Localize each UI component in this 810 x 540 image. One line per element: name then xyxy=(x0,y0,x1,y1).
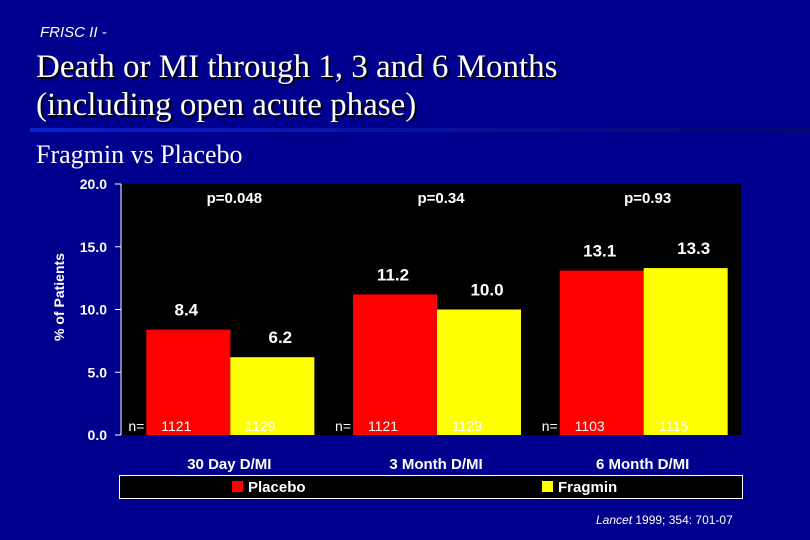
source-journal: Lancet xyxy=(596,513,633,527)
y-tick-label: 0.0 xyxy=(88,427,108,443)
chart-legend: Placebo Fragmin xyxy=(119,475,743,499)
bar-placebo xyxy=(559,270,644,435)
bar-value-label: 13.1 xyxy=(583,242,616,261)
y-tick-label: 15.0 xyxy=(80,239,107,255)
title-line-1: Death or MI through 1, 3 and 6 Months xyxy=(36,49,558,85)
p-value-label: p=0.048 xyxy=(207,190,262,207)
bar-value-label: 13.3 xyxy=(677,239,710,258)
n-prefix-label: n= xyxy=(542,418,558,434)
bar-value-label: 6.2 xyxy=(269,328,293,347)
bar-placebo xyxy=(353,294,437,435)
n-count-label: 1129 xyxy=(452,418,482,434)
n-count-label: 1103 xyxy=(575,418,605,434)
legend-label-fragmin: Fragmin xyxy=(558,479,618,496)
x-category-label: 6 Month D/MI xyxy=(596,456,689,473)
n-count-label: 1115 xyxy=(659,418,688,434)
bar-fragmin xyxy=(643,268,728,435)
n-prefix-label: n= xyxy=(335,418,351,434)
n-count-label: 1121 xyxy=(368,418,398,434)
source-details: 1999; 354: 701-07 xyxy=(632,513,733,527)
source-citation: Lancet 1999; 354: 701-07 xyxy=(596,513,733,527)
x-category-label: 30 Day D/MI xyxy=(187,456,271,473)
legend-item-placebo: Placebo xyxy=(232,479,306,496)
y-tick-label: 10.0 xyxy=(80,302,107,318)
slide-kicker: FRISC II - xyxy=(40,24,107,41)
bar-value-label: 10.0 xyxy=(470,281,503,300)
title-divider xyxy=(30,128,810,132)
n-prefix-label: n= xyxy=(128,418,144,434)
p-value-label: p=0.34 xyxy=(417,190,465,207)
slide-subtitle: Fragmin vs Placebo xyxy=(36,140,243,169)
p-value-label: p=0.93 xyxy=(624,190,671,207)
y-tick-label: 5.0 xyxy=(88,364,108,380)
bar-placebo xyxy=(146,329,231,435)
bar-fragmin xyxy=(230,357,315,435)
n-count-label: 1129 xyxy=(245,418,275,434)
slide-title: Death or MI through 1, 3 and 6 Months (i… xyxy=(36,48,776,124)
y-tick-label: 20.0 xyxy=(80,176,107,192)
legend-swatch-fragmin xyxy=(542,481,553,492)
bar-fragmin xyxy=(437,309,521,435)
bar-value-label: 8.4 xyxy=(175,301,199,320)
x-category-label: 3 Month D/MI xyxy=(389,456,482,473)
bar-value-label: 11.2 xyxy=(377,265,409,284)
n-count-label: 1121 xyxy=(161,418,191,434)
title-line-2: (including open acute phase) xyxy=(36,87,417,123)
legend-swatch-placebo xyxy=(232,481,243,492)
legend-label-placebo: Placebo xyxy=(248,479,306,496)
legend-item-fragmin: Fragmin xyxy=(542,479,617,496)
